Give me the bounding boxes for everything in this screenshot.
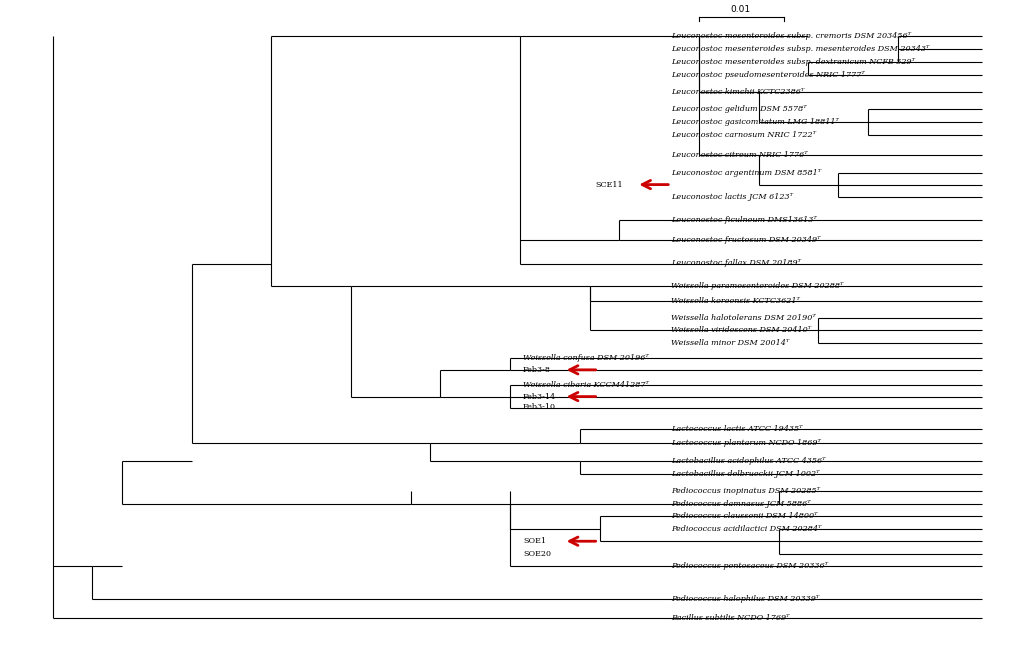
Text: Leuconostoc argentinum DSM 8581ᵀ: Leuconostoc argentinum DSM 8581ᵀ <box>671 169 821 177</box>
Text: Leuconostoc gasicomitatum LMG 18811ᵀ: Leuconostoc gasicomitatum LMG 18811ᵀ <box>671 118 839 126</box>
Text: Weissella paramesenteroides DSM 20288ᵀ: Weissella paramesenteroides DSM 20288ᵀ <box>671 281 844 290</box>
Text: Weissella cibaria KCCM41287ᵀ: Weissella cibaria KCCM41287ᵀ <box>523 381 649 389</box>
Text: Weissella minor DSM 20014ᵀ: Weissella minor DSM 20014ᵀ <box>671 339 790 347</box>
Text: Lactobacillus acidophilus ATCC 4356ᵀ: Lactobacillus acidophilus ATCC 4356ᵀ <box>671 457 825 465</box>
Text: Feb3-8: Feb3-8 <box>523 366 551 374</box>
Text: Leuconostoc fructosum DSM 20349ᵀ: Leuconostoc fructosum DSM 20349ᵀ <box>671 236 820 244</box>
Text: SOE20: SOE20 <box>523 550 551 558</box>
Text: Weissella confusa DSM 20196ᵀ: Weissella confusa DSM 20196ᵀ <box>523 354 649 362</box>
Text: Leuconostoc kimchii KCTC2386ᵀ: Leuconostoc kimchii KCTC2386ᵀ <box>671 88 804 96</box>
Text: Leuconostoc citreum NRIC 1776ᵀ: Leuconostoc citreum NRIC 1776ᵀ <box>671 151 808 159</box>
Text: Pediococcus pentosaceus DSM 20336ᵀ: Pediococcus pentosaceus DSM 20336ᵀ <box>671 562 829 570</box>
Text: Leuconostoc pseudomesenteroides NRIC 1777ᵀ: Leuconostoc pseudomesenteroides NRIC 177… <box>671 71 865 79</box>
Text: Leuconostoc fallax DSM 20189ᵀ: Leuconostoc fallax DSM 20189ᵀ <box>671 259 801 267</box>
Text: Weissella koreensis KCTC3621ᵀ: Weissella koreensis KCTC3621ᵀ <box>671 298 800 305</box>
Text: Leuconostoc gelidum DSM 5578ᵀ: Leuconostoc gelidum DSM 5578ᵀ <box>671 105 807 113</box>
Text: Weissella viridescens DSM 20410ᵀ: Weissella viridescens DSM 20410ᵀ <box>671 326 811 334</box>
Text: Lactococcus plantarum NCDO 1869ᵀ: Lactococcus plantarum NCDO 1869ᵀ <box>671 439 821 447</box>
Text: Feb3-10: Feb3-10 <box>523 404 556 411</box>
Text: Pediococcus claussenii DSM 14800ᵀ: Pediococcus claussenii DSM 14800ᵀ <box>671 512 817 521</box>
Text: SOE1: SOE1 <box>523 537 546 545</box>
Text: Leuconostoc ficulneum DMS13613ᵀ: Leuconostoc ficulneum DMS13613ᵀ <box>671 216 817 224</box>
Text: SCE11: SCE11 <box>595 181 623 188</box>
Text: Leuconostoc lactis JCM 6123ᵀ: Leuconostoc lactis JCM 6123ᵀ <box>671 194 794 202</box>
Text: Pediococcus acidilactici DSM 20284ᵀ: Pediococcus acidilactici DSM 20284ᵀ <box>671 525 821 534</box>
Text: Leuconostoc carnosum NRIC 1722ᵀ: Leuconostoc carnosum NRIC 1722ᵀ <box>671 131 816 139</box>
Text: Bacillus subtilis NCDO 1769ᵀ: Bacillus subtilis NCDO 1769ᵀ <box>671 614 790 623</box>
Text: Lactobacillus delbrueckii JCM 1002ᵀ: Lactobacillus delbrueckii JCM 1002ᵀ <box>671 470 819 478</box>
Text: Leuconostoc mesenteroides subsp. mesenteroides DSM 20343ᵀ: Leuconostoc mesenteroides subsp. mesente… <box>671 45 929 53</box>
Text: 0.01: 0.01 <box>731 5 750 14</box>
Text: Leuconostoc mesenteroides subsp. cremoris DSM 203456ᵀ: Leuconostoc mesenteroides subsp. cremori… <box>671 32 911 40</box>
Text: Weissella halotolerans DSM 20190ᵀ: Weissella halotolerans DSM 20190ᵀ <box>671 315 816 322</box>
Text: Leuconostoc mesenteroides subsp. dextranicum NCFB 529ᵀ: Leuconostoc mesenteroides subsp. dextran… <box>671 58 915 66</box>
Text: Pediococcus inopinatus DSM 20285ᵀ: Pediococcus inopinatus DSM 20285ᵀ <box>671 487 820 495</box>
Text: Pediococcus halophilus DSM 20339ᵀ: Pediococcus halophilus DSM 20339ᵀ <box>671 595 819 603</box>
Text: Lactococcus lactis ATCC 19435ᵀ: Lactococcus lactis ATCC 19435ᵀ <box>671 425 803 434</box>
Text: Pediococcus damnasus JCM 5886ᵀ: Pediococcus damnasus JCM 5886ᵀ <box>671 500 811 508</box>
Text: Feb3-14: Feb3-14 <box>523 393 556 400</box>
